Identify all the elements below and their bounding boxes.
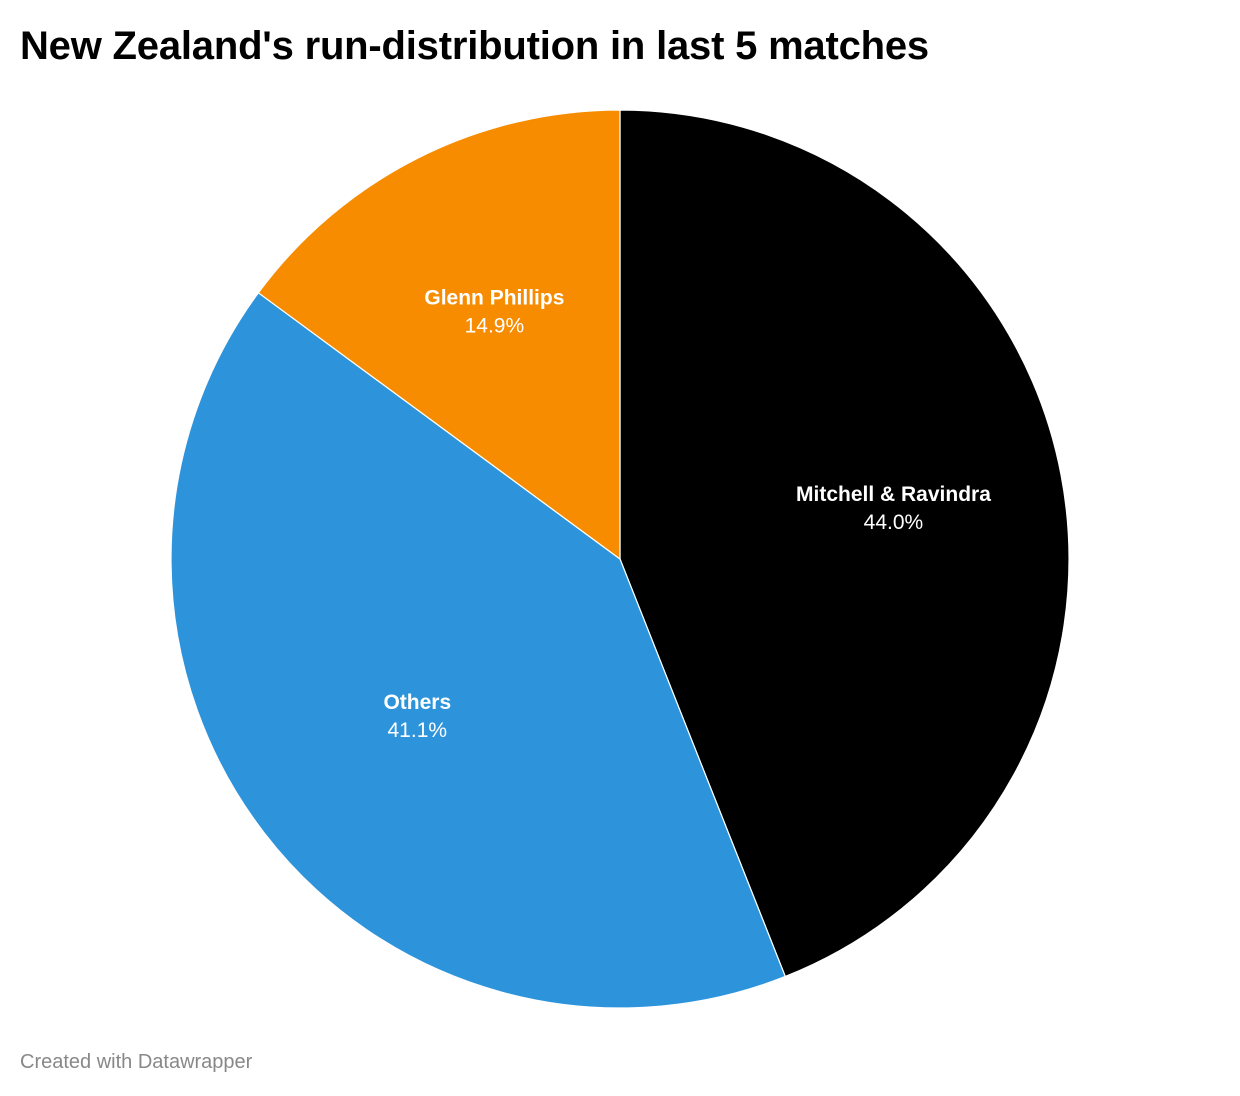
slice-value-glenn-phillips: 14.9% (465, 315, 525, 338)
slice-label-others: Others (383, 691, 451, 714)
slice-label-glenn-phillips: Glenn Phillips (424, 287, 564, 310)
pie-slice-mitchell-ravindra (619, 109, 1070, 978)
datawrapper-credit: Created with Datawrapper (20, 1051, 253, 1073)
pie-slices (170, 109, 1070, 1009)
pie-labels: Mitchell & Ravindra 44.0% Others 41.1% Glenn… (383, 287, 991, 743)
slice-value-mitchell-ravindra: 44.0% (864, 511, 924, 534)
slice-value-others: 41.1% (388, 719, 448, 742)
pie-slice-glenn-phillips (257, 109, 621, 560)
slice-label-mitchell-ravindra: Mitchell & Ravindra (796, 483, 991, 506)
chart-title: New Zealand's run-distribution in last 5… (20, 24, 929, 68)
pie-slice-others (170, 292, 786, 1009)
